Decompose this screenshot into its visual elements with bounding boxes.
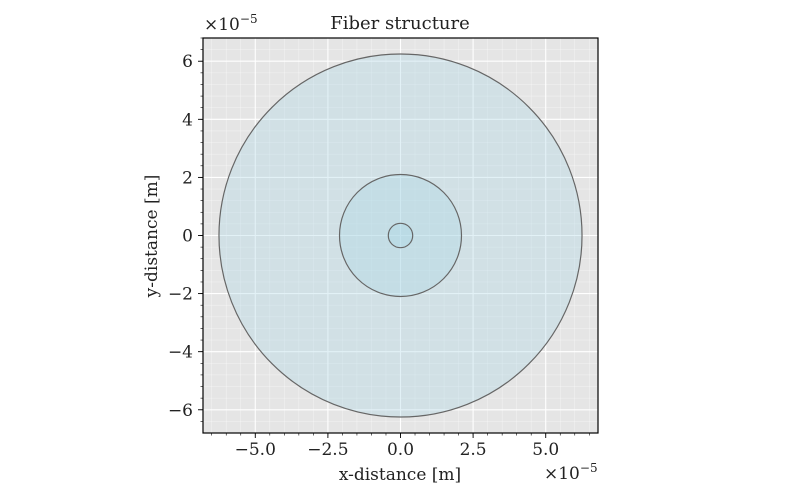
- y-scale-base: ×10: [204, 15, 240, 35]
- grid: [203, 38, 598, 433]
- x-tick-label: −5.0: [235, 440, 276, 460]
- inner-cladding-circle: [338, 173, 463, 298]
- x-scale-exponent: −5: [580, 461, 598, 475]
- x-tick-label: 2.5: [460, 440, 487, 460]
- y-tick-label: 6: [182, 52, 193, 72]
- core-circle: [387, 222, 414, 249]
- x-tick-label: −2.5: [307, 440, 348, 460]
- y-scale-exponent: −5: [240, 12, 258, 26]
- x-scale-multiplier: ×10−5: [544, 461, 598, 484]
- y-axis-label: y-distance [m]: [142, 175, 162, 299]
- x-tick-label: 0.0: [387, 440, 414, 460]
- axis-ticks: −5.0 −2.5 0.0 2.5 5.0 −6 −4 −2 0 2 4 6: [168, 37, 590, 460]
- fiber-circles: [218, 53, 583, 418]
- y-tick-label: 4: [182, 110, 193, 130]
- y-tick-label: 0: [182, 227, 193, 247]
- y-tick-label: 2: [182, 168, 193, 188]
- y-tick-label: −4: [168, 343, 193, 363]
- y-tick-label: −2: [168, 285, 193, 305]
- y-scale-multiplier: ×10−5: [204, 12, 258, 35]
- x-tick-label: 5.0: [532, 440, 559, 460]
- y-tick-label: −6: [168, 401, 193, 421]
- chart-title: Fiber structure: [330, 13, 470, 34]
- x-scale-base: ×10: [544, 464, 580, 484]
- cladding-circle: [218, 53, 583, 418]
- x-axis-label: x-distance [m]: [339, 465, 461, 485]
